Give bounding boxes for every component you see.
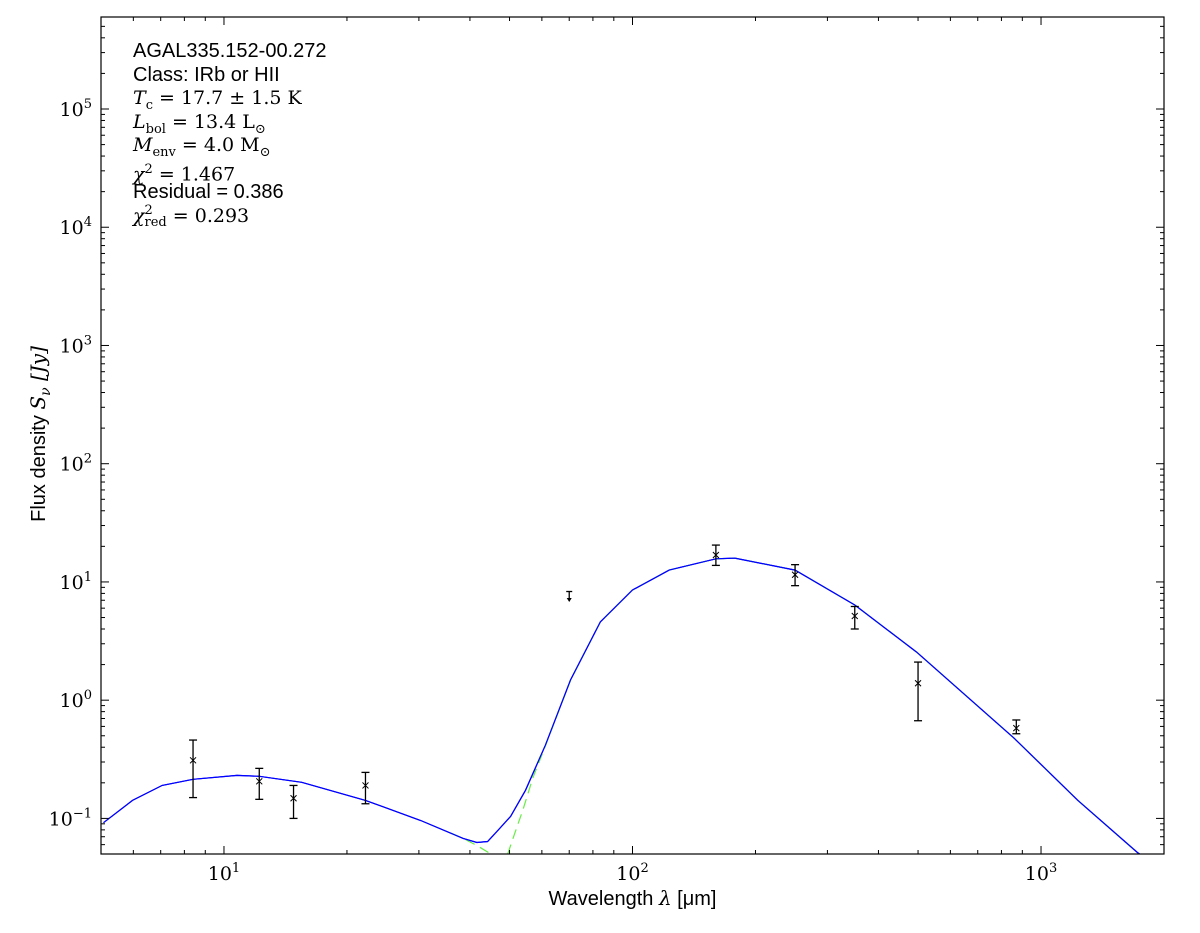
- y-tick-label: 101: [60, 570, 92, 594]
- x-marker: [290, 794, 297, 802]
- y-tick-label: 105: [60, 97, 92, 121]
- source-name: AGAL335.152-00.272: [133, 40, 327, 62]
- y-tick-label: 10−1: [49, 806, 92, 830]
- superscript: 2: [144, 161, 153, 177]
- sun-symbol: ⊙: [259, 144, 271, 160]
- source-class: Class: IRb or HII: [133, 63, 280, 86]
- data-point: [289, 784, 298, 820]
- x-marker: [255, 777, 263, 785]
- data-point: [361, 771, 370, 805]
- data-point: [791, 564, 800, 587]
- luminosity-annotation: Lbol = 13.4 L⊙: [133, 110, 327, 137]
- series-line-cold-component: [507, 557, 1141, 854]
- y-tick-label: 104: [60, 215, 92, 239]
- x-label-symbol: λ: [658, 886, 672, 910]
- subscript: bol: [145, 121, 166, 137]
- symbol: T: [133, 87, 146, 109]
- sun-symbol: ⊙: [254, 121, 266, 137]
- y-tick-label: 102: [60, 452, 92, 476]
- y-label-symbol: S: [26, 395, 50, 410]
- y-label-subscript: ν: [38, 387, 54, 396]
- y-axis-label: Flux density Sν [Jy]: [26, 234, 54, 634]
- subscript: red: [144, 214, 167, 230]
- data-point: [255, 767, 264, 800]
- symbol: χ: [133, 162, 145, 185]
- residual-annotation: Residual = 0.386: [133, 181, 284, 203]
- x-marker: [712, 551, 720, 559]
- limit-arrow: [566, 597, 572, 602]
- data-point: [189, 739, 198, 799]
- x-marker: [791, 571, 799, 579]
- x-label-text: Wavelength: [548, 888, 659, 910]
- value: = 4.0 M: [175, 134, 260, 156]
- x-tick-label: 101: [208, 861, 240, 885]
- x-marker: [1012, 724, 1020, 732]
- value: = 13.4 L: [165, 110, 255, 133]
- upper-limit: [566, 590, 573, 602]
- series-line-model-total: [103, 557, 1141, 854]
- subscript: env: [152, 144, 176, 160]
- data-point: [850, 605, 859, 630]
- symbol: χ: [133, 204, 145, 227]
- value: = 0.293: [166, 204, 250, 227]
- x-marker: [914, 679, 922, 687]
- symbol: M: [133, 134, 153, 156]
- data-point: [711, 544, 720, 567]
- y-label-unit: [Jy]: [26, 346, 50, 388]
- superscript: 2: [144, 202, 153, 218]
- x-marker: [362, 782, 369, 789]
- y-tick-label: 100: [60, 688, 92, 712]
- data-point: [1012, 719, 1021, 735]
- subscript: c: [145, 97, 153, 113]
- x-tick-label: 103: [1025, 861, 1057, 885]
- value: = 1.467: [152, 162, 236, 185]
- mass-annotation: Menv = 4.0 M⊙: [133, 134, 327, 160]
- x-axis-label: Wavelength λ [μm]: [0, 886, 1200, 911]
- chi2-red-annotation: χ 2 red = 0.293: [133, 202, 327, 230]
- x-label-unit: [μm]: [671, 888, 717, 910]
- x-marker: [189, 756, 197, 764]
- symbol: L: [133, 110, 146, 133]
- chi2-annotation: χ2 = 1.467: [133, 158, 327, 185]
- y-label-text: Flux density: [28, 409, 50, 522]
- model-line: [103, 557, 1141, 854]
- x-marker: [851, 612, 859, 620]
- y-tick-label: 103: [60, 333, 92, 357]
- value: = 17.7 ± 1.5 K: [152, 87, 302, 109]
- x-tick-label: 102: [616, 861, 648, 885]
- temperature-annotation: Tc = 17.7 ± 1.5 K: [133, 87, 327, 113]
- data-point: [914, 661, 923, 722]
- fit-annotations: AGAL335.152-00.272 Class: IRb or HII Tc …: [133, 40, 327, 230]
